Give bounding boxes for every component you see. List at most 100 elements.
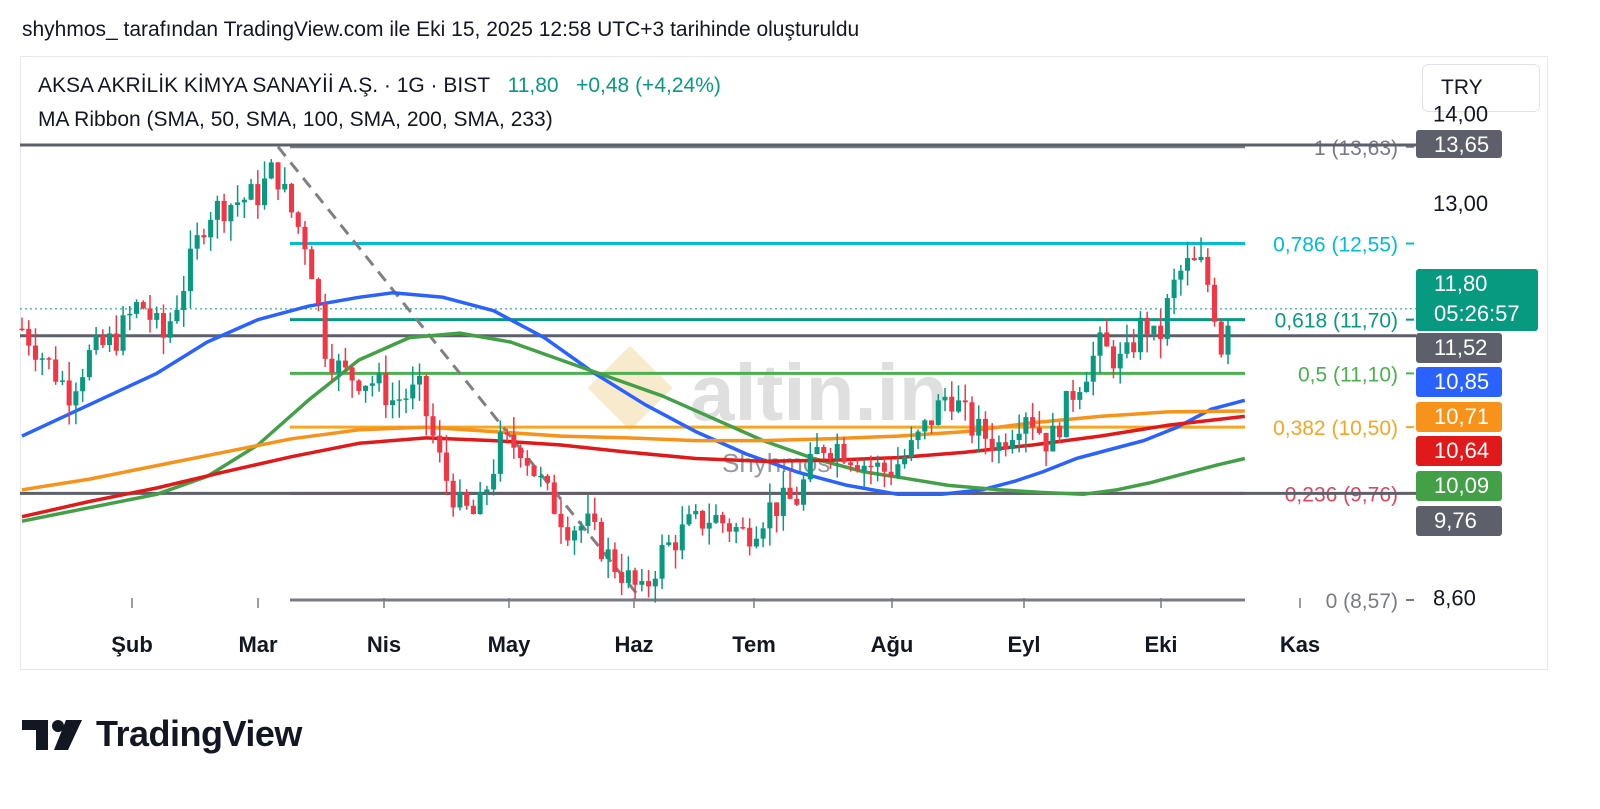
candle[interactable] <box>571 530 577 541</box>
candle[interactable] <box>1158 325 1164 339</box>
candle[interactable] <box>1218 321 1224 355</box>
candle[interactable] <box>497 432 503 474</box>
candle[interactable] <box>208 219 214 238</box>
candle[interactable] <box>1225 325 1231 355</box>
candle[interactable] <box>329 358 335 373</box>
candle[interactable] <box>969 402 975 436</box>
candle[interactable] <box>1050 425 1056 452</box>
ma-line-sma-233[interactable] <box>21 414 1245 519</box>
candle[interactable] <box>706 522 712 529</box>
indicator-legend[interactable]: MA Ribbon (SMA, 50, SMA, 100, SMA, 200, … <box>38 108 553 131</box>
candle[interactable] <box>437 435 443 453</box>
candle[interactable] <box>302 226 308 250</box>
candle[interactable] <box>1171 279 1177 299</box>
candle[interactable] <box>127 313 133 316</box>
candle[interactable] <box>470 505 476 515</box>
candle[interactable] <box>356 380 362 391</box>
price-tag[interactable] <box>1416 471 1502 501</box>
candle[interactable] <box>376 373 382 384</box>
candle[interactable] <box>416 375 423 385</box>
candle[interactable] <box>1097 332 1103 356</box>
candle[interactable] <box>1030 417 1036 428</box>
candle[interactable] <box>322 303 328 359</box>
candle[interactable] <box>908 440 914 458</box>
candle[interactable] <box>935 400 941 425</box>
candle[interactable] <box>780 487 786 516</box>
candle[interactable] <box>753 538 759 547</box>
candle[interactable] <box>113 333 119 351</box>
candle[interactable] <box>612 549 618 573</box>
candle[interactable] <box>1063 391 1069 438</box>
candle[interactable] <box>976 418 982 436</box>
candle[interactable] <box>955 400 962 412</box>
candle[interactable] <box>740 527 746 529</box>
candle[interactable] <box>100 335 106 346</box>
price-tag[interactable] <box>1416 436 1502 466</box>
candle[interactable] <box>504 432 510 435</box>
candle[interactable] <box>1104 332 1110 347</box>
candle[interactable] <box>107 333 113 346</box>
candle[interactable] <box>288 183 295 213</box>
candle[interactable] <box>578 525 584 531</box>
candle[interactable] <box>390 400 396 406</box>
candle[interactable] <box>282 183 288 190</box>
candle[interactable] <box>160 313 167 338</box>
candle[interactable] <box>73 391 79 406</box>
candle[interactable] <box>511 434 517 448</box>
candle[interactable] <box>544 475 551 483</box>
candle[interactable] <box>679 524 685 551</box>
candle[interactable] <box>26 328 32 346</box>
candle[interactable] <box>875 462 881 467</box>
price-tag[interactable] <box>1416 402 1502 432</box>
candle[interactable] <box>565 527 571 541</box>
candle[interactable] <box>491 473 497 490</box>
candle[interactable] <box>666 542 672 545</box>
price-tag[interactable] <box>1416 269 1538 331</box>
candle[interactable] <box>1090 355 1096 382</box>
candle[interactable] <box>518 447 524 459</box>
candle[interactable] <box>423 375 429 417</box>
candle[interactable] <box>66 380 72 406</box>
ma-line-sma-100[interactable] <box>21 331 1246 523</box>
candle[interactable] <box>693 510 699 515</box>
candle[interactable] <box>861 465 867 471</box>
candle[interactable] <box>888 471 894 477</box>
candle[interactable] <box>639 581 645 585</box>
candle[interactable] <box>982 418 988 439</box>
candle[interactable] <box>605 549 611 560</box>
candle[interactable] <box>1077 392 1083 400</box>
price-tag[interactable] <box>1416 130 1502 158</box>
candle[interactable] <box>760 528 766 539</box>
currency-button[interactable]: TRY <box>1422 64 1540 112</box>
candle[interactable] <box>1211 284 1218 322</box>
candle[interactable] <box>1164 298 1170 339</box>
candle[interactable] <box>929 420 935 425</box>
candle[interactable] <box>767 502 773 529</box>
candle[interactable] <box>450 480 456 508</box>
candle[interactable] <box>214 200 220 220</box>
candle[interactable] <box>403 398 409 400</box>
candle[interactable] <box>881 462 887 472</box>
candle[interactable] <box>80 377 86 392</box>
candle[interactable] <box>457 492 463 508</box>
candle[interactable] <box>1036 427 1042 433</box>
candle[interactable] <box>673 542 679 551</box>
candle[interactable] <box>902 457 908 465</box>
candle[interactable] <box>86 350 92 378</box>
price-tag[interactable] <box>1416 367 1502 397</box>
candle[interactable] <box>1198 256 1204 261</box>
candle[interactable] <box>430 416 436 436</box>
candle[interactable] <box>922 420 928 432</box>
candle[interactable] <box>187 248 193 292</box>
candle[interactable] <box>241 199 247 203</box>
candle[interactable] <box>383 373 389 406</box>
candle[interactable] <box>32 345 39 360</box>
symbol-name[interactable]: AKSA AKRİLİK KİMYA SANAYİİ A.Ş. · 1G · B… <box>38 74 491 97</box>
candle[interactable] <box>201 235 207 238</box>
candle[interactable] <box>1124 342 1130 354</box>
candle[interactable] <box>1131 342 1137 353</box>
candle[interactable] <box>1110 346 1116 369</box>
candle[interactable] <box>315 279 321 304</box>
candle[interactable] <box>235 202 241 206</box>
